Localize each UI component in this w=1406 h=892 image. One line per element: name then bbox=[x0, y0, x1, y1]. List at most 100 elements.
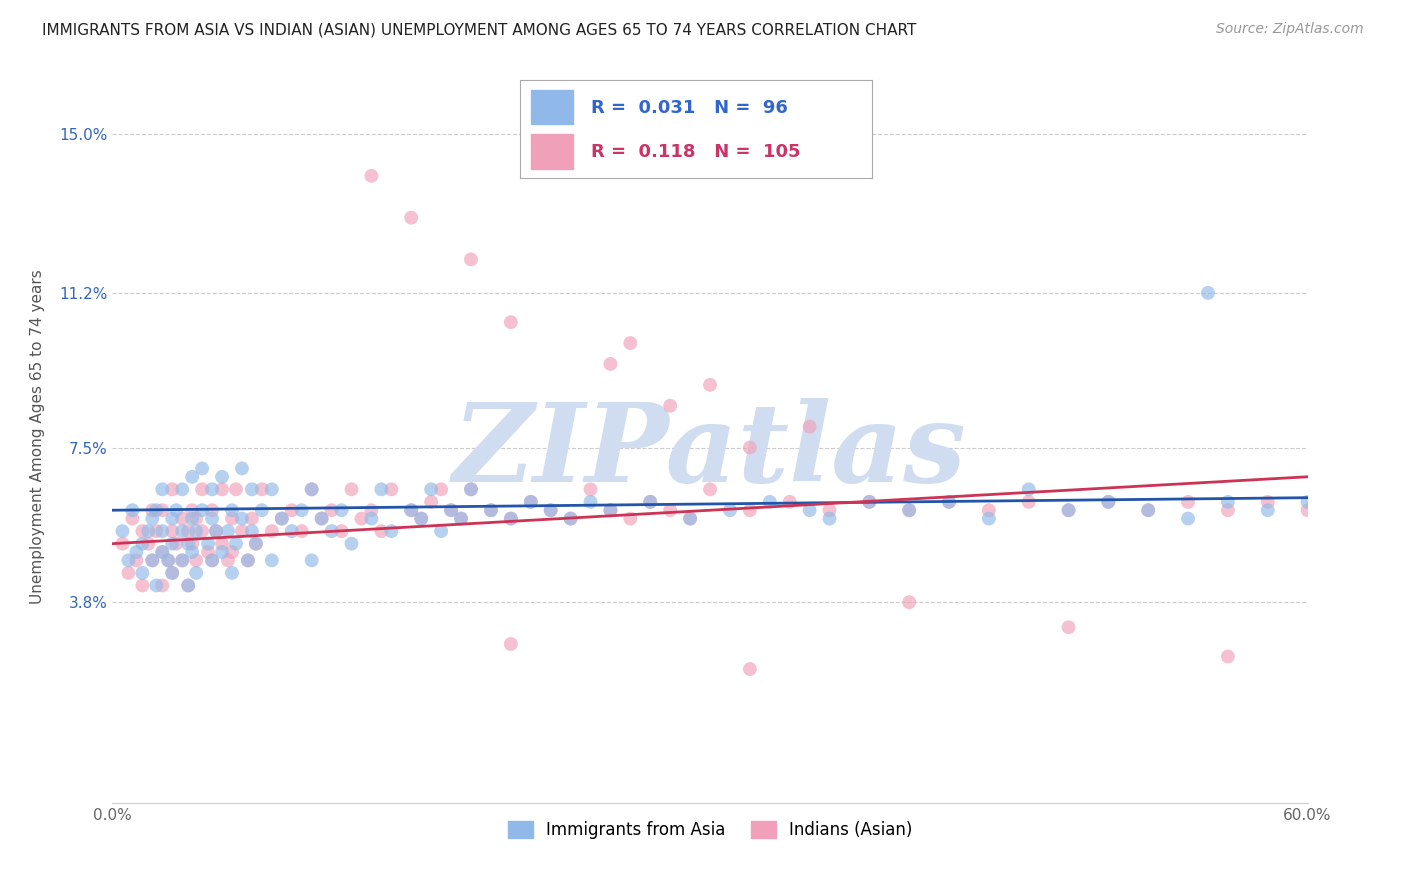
Point bbox=[799, 503, 821, 517]
Point bbox=[121, 511, 143, 525]
Point bbox=[162, 511, 183, 525]
Point bbox=[440, 503, 463, 517]
Point bbox=[211, 536, 233, 550]
Point bbox=[520, 495, 543, 509]
Point bbox=[1257, 495, 1279, 509]
Point bbox=[619, 511, 641, 525]
Point bbox=[150, 503, 173, 517]
Point bbox=[221, 503, 243, 517]
Point bbox=[1216, 503, 1239, 517]
Point bbox=[177, 578, 200, 592]
Text: ZIPatlas: ZIPatlas bbox=[453, 398, 967, 506]
Point bbox=[270, 511, 292, 525]
Point bbox=[157, 553, 180, 567]
Point bbox=[1137, 503, 1160, 517]
Point bbox=[186, 524, 208, 538]
Point bbox=[260, 483, 283, 497]
Point bbox=[181, 545, 204, 559]
Point bbox=[150, 545, 173, 559]
Point bbox=[340, 536, 363, 550]
Point bbox=[599, 503, 621, 517]
Point bbox=[165, 536, 187, 550]
Point bbox=[1296, 503, 1319, 517]
Point bbox=[201, 483, 224, 497]
Point bbox=[281, 524, 304, 538]
Point bbox=[1216, 649, 1239, 664]
Point bbox=[1177, 511, 1199, 525]
Point bbox=[640, 495, 662, 509]
Point bbox=[162, 483, 183, 497]
Point bbox=[221, 545, 243, 559]
Point bbox=[291, 503, 314, 517]
Point bbox=[560, 511, 582, 525]
Point bbox=[311, 511, 333, 525]
Text: Source: ZipAtlas.com: Source: ZipAtlas.com bbox=[1216, 22, 1364, 37]
Point bbox=[619, 336, 641, 351]
Point bbox=[191, 461, 214, 475]
Point bbox=[898, 503, 921, 517]
Point bbox=[479, 503, 502, 517]
Point bbox=[360, 511, 382, 525]
Point bbox=[599, 357, 621, 371]
Point bbox=[211, 483, 233, 497]
Point bbox=[779, 495, 801, 509]
Point bbox=[938, 495, 960, 509]
Point bbox=[231, 524, 253, 538]
Bar bbox=[531, 90, 574, 124]
Point bbox=[250, 503, 273, 517]
Point bbox=[520, 495, 543, 509]
Point bbox=[177, 578, 200, 592]
Point bbox=[499, 315, 522, 329]
Point bbox=[150, 578, 173, 592]
Point bbox=[145, 578, 167, 592]
Point bbox=[181, 470, 204, 484]
Point bbox=[321, 524, 343, 538]
Point bbox=[579, 495, 602, 509]
Point bbox=[499, 511, 522, 525]
Point bbox=[499, 511, 522, 525]
Text: R =  0.031   N =  96: R = 0.031 N = 96 bbox=[591, 99, 787, 117]
Point bbox=[360, 169, 382, 183]
Point bbox=[217, 524, 239, 538]
Text: R =  0.118   N =  105: R = 0.118 N = 105 bbox=[591, 143, 800, 161]
Point bbox=[131, 524, 153, 538]
Point bbox=[177, 536, 200, 550]
Point bbox=[898, 595, 921, 609]
Point bbox=[560, 511, 582, 525]
Point bbox=[1216, 495, 1239, 509]
Point bbox=[330, 524, 353, 538]
Point bbox=[818, 511, 841, 525]
Point bbox=[499, 637, 522, 651]
Point bbox=[718, 503, 741, 517]
Point bbox=[245, 536, 267, 550]
Point bbox=[977, 511, 1000, 525]
Point bbox=[225, 483, 247, 497]
Point bbox=[1018, 495, 1040, 509]
Point bbox=[679, 511, 702, 525]
Point bbox=[172, 483, 194, 497]
Point bbox=[1257, 503, 1279, 517]
Point bbox=[111, 536, 134, 550]
Point bbox=[401, 503, 423, 517]
Y-axis label: Unemployment Among Ages 65 to 74 years: Unemployment Among Ages 65 to 74 years bbox=[31, 269, 45, 605]
Point bbox=[370, 524, 392, 538]
Point bbox=[181, 503, 204, 517]
Point bbox=[157, 553, 180, 567]
Point bbox=[440, 503, 463, 517]
Point bbox=[460, 483, 482, 497]
Point bbox=[411, 511, 433, 525]
Point bbox=[1057, 503, 1080, 517]
Point bbox=[420, 483, 443, 497]
Point bbox=[460, 252, 482, 267]
Point bbox=[401, 503, 423, 517]
Point bbox=[450, 511, 472, 525]
Point bbox=[360, 503, 382, 517]
Point bbox=[150, 524, 173, 538]
Point bbox=[1018, 483, 1040, 497]
Point bbox=[1137, 503, 1160, 517]
Point bbox=[150, 483, 173, 497]
Point bbox=[221, 511, 243, 525]
Point bbox=[172, 553, 194, 567]
Text: IMMIGRANTS FROM ASIA VS INDIAN (ASIAN) UNEMPLOYMENT AMONG AGES 65 TO 74 YEARS CO: IMMIGRANTS FROM ASIA VS INDIAN (ASIAN) U… bbox=[42, 22, 917, 37]
Point bbox=[205, 524, 228, 538]
